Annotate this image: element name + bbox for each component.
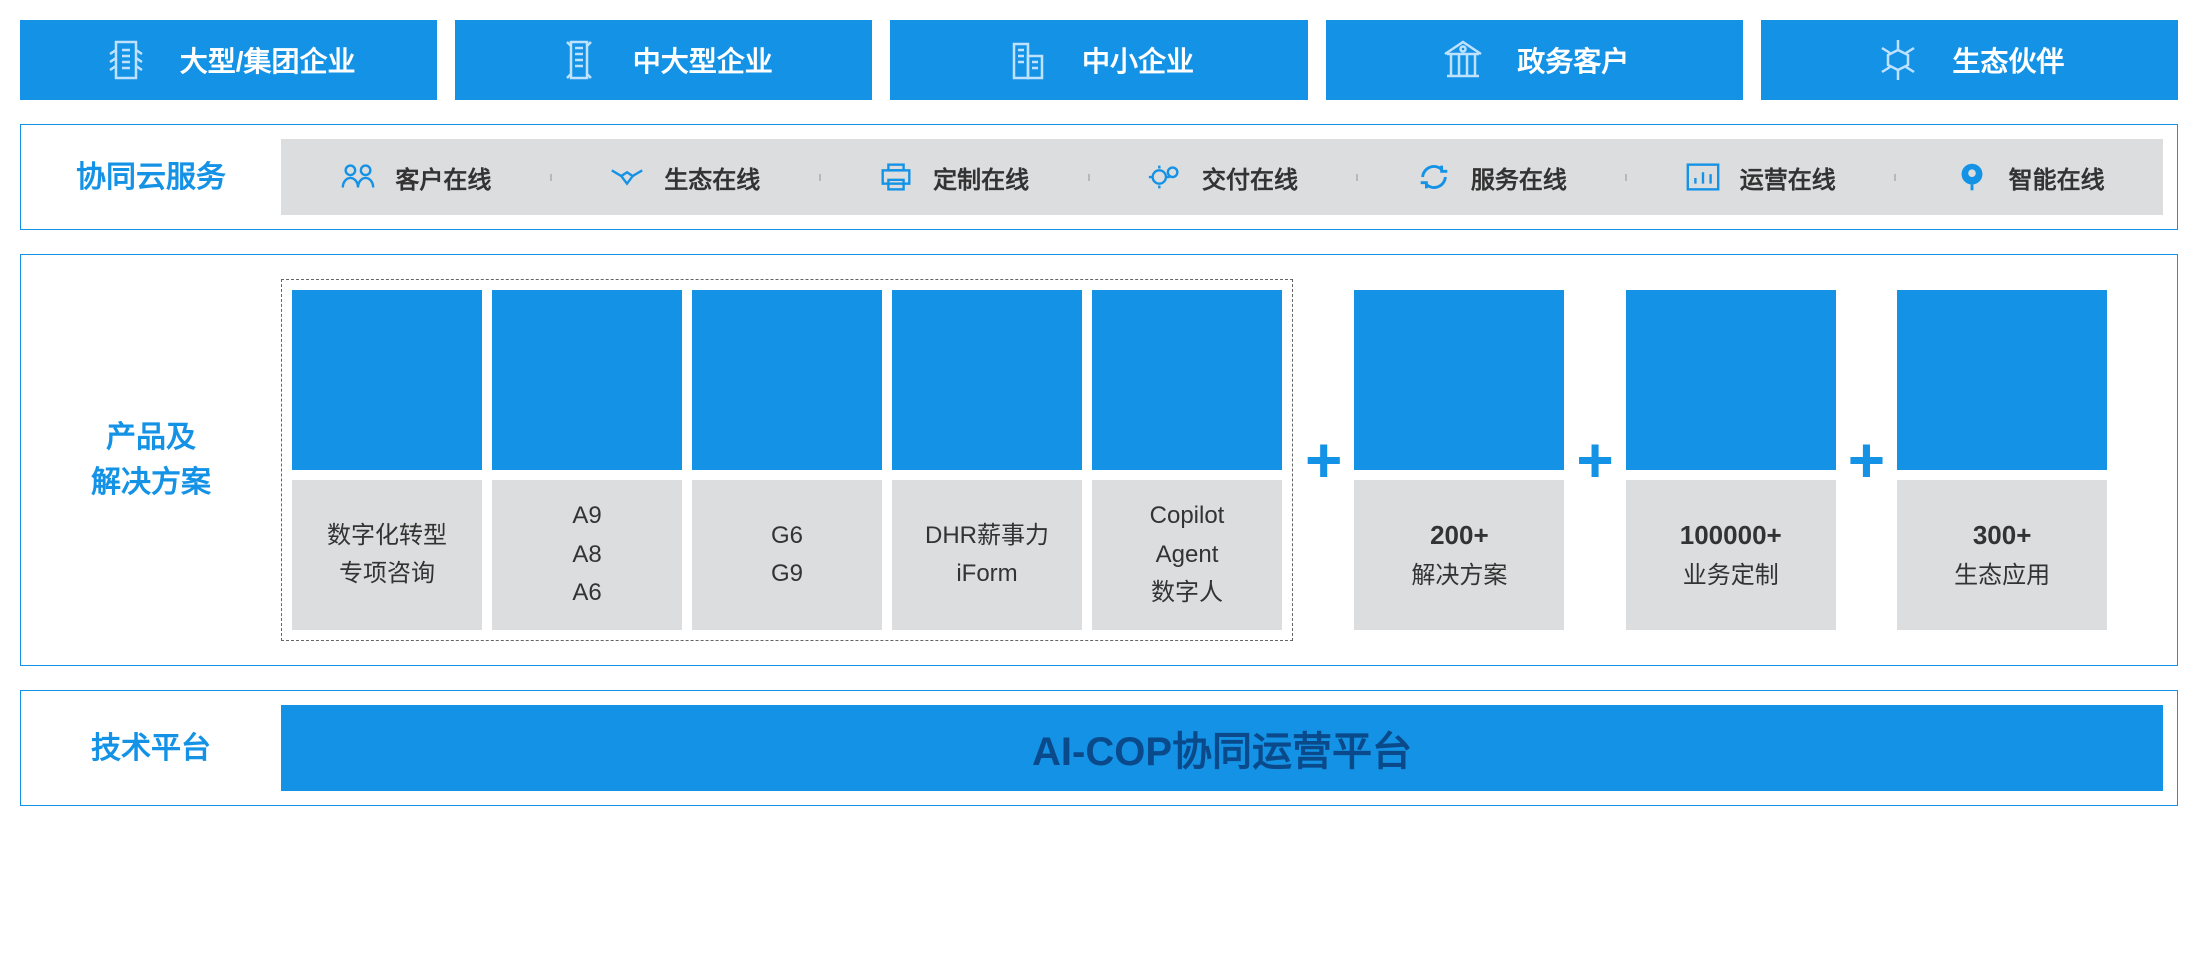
tab-ecosystem[interactable]: 生态伙伴 bbox=[1761, 20, 2178, 100]
extra-count: 100000+ bbox=[1680, 515, 1782, 557]
brain-icon bbox=[1953, 160, 1991, 194]
core-products-group: 数字化转型 专项咨询 A9 A8 A6 G6 G9 bbox=[281, 279, 1293, 641]
product-tile bbox=[1626, 290, 1836, 470]
product-tile bbox=[892, 290, 1082, 470]
building-med-icon bbox=[555, 36, 603, 84]
service-ecology[interactable]: 生态在线 bbox=[550, 160, 819, 195]
product-tile bbox=[292, 290, 482, 470]
tab-label: 中大型企业 bbox=[633, 40, 773, 80]
customer-tabs-row: 大型/集团企业 中大型企业 中小企业 bbox=[20, 20, 2178, 100]
product-col-copilot[interactable]: Copilot Agent 数字人 bbox=[1092, 290, 1282, 630]
building-group-icon bbox=[102, 36, 150, 84]
product-line: A8 bbox=[572, 536, 601, 574]
cycle-icon bbox=[1415, 160, 1453, 194]
service-label: 交付在线 bbox=[1202, 160, 1298, 195]
product-tile bbox=[1092, 290, 1282, 470]
product-line: DHR薪事力 bbox=[925, 517, 1049, 555]
tab-label: 生态伙伴 bbox=[1952, 40, 2064, 80]
product-line: G6 bbox=[771, 517, 803, 555]
service-label: 智能在线 bbox=[2009, 160, 2105, 195]
panel-label-products: 产品及 解决方案 bbox=[21, 255, 281, 665]
tab-medium-large[interactable]: 中大型企业 bbox=[455, 20, 872, 100]
tab-label: 中小企业 bbox=[1082, 40, 1194, 80]
product-tile bbox=[1897, 290, 2107, 470]
plus-icon: + bbox=[1293, 428, 1354, 492]
product-line: iForm bbox=[956, 555, 1017, 593]
extra-count: 200+ bbox=[1430, 515, 1489, 557]
chart-icon bbox=[1684, 160, 1722, 194]
product-col-g-series[interactable]: G6 G9 bbox=[692, 290, 882, 630]
product-col-consulting[interactable]: 数字化转型 专项咨询 bbox=[292, 290, 482, 630]
service-label: 服务在线 bbox=[1471, 160, 1567, 195]
building-small-icon bbox=[1004, 36, 1052, 84]
services-bar: 客户在线 生态在线 定制在线 bbox=[281, 139, 2163, 215]
government-icon bbox=[1439, 36, 1487, 84]
tab-government[interactable]: 政务客户 bbox=[1326, 20, 1743, 100]
extra-sub: 业务定制 bbox=[1683, 557, 1779, 595]
tab-large-group[interactable]: 大型/集团企业 bbox=[20, 20, 437, 100]
tech-platform-bar[interactable]: AI-COP协同运营平台 bbox=[281, 705, 2163, 791]
product-line: 数字化转型 bbox=[327, 517, 447, 555]
ecosystem-icon bbox=[1874, 36, 1922, 84]
tab-small-medium[interactable]: 中小企业 bbox=[890, 20, 1307, 100]
product-tile bbox=[692, 290, 882, 470]
panel-label-tech: 技术平台 bbox=[21, 691, 281, 805]
service-custom[interactable]: 定制在线 bbox=[819, 160, 1088, 195]
printer-icon bbox=[877, 160, 915, 194]
product-line: Copilot bbox=[1150, 497, 1225, 535]
tab-label: 大型/集团企业 bbox=[180, 40, 356, 80]
tech-platform-title: AI-COP协同运营平台 bbox=[1032, 719, 1412, 777]
plus-icon: + bbox=[1564, 428, 1625, 492]
service-label: 生态在线 bbox=[664, 160, 760, 195]
cloud-services-panel: 协同云服务 客户在线 生态在线 bbox=[20, 124, 2178, 230]
plus-icon: + bbox=[1836, 428, 1897, 492]
tab-label: 政务客户 bbox=[1517, 40, 1629, 80]
extra-solutions[interactable]: 200+ 解决方案 bbox=[1354, 290, 1564, 630]
product-line: A6 bbox=[572, 574, 601, 612]
products-panel: 产品及 解决方案 数字化转型 专项咨询 A9 A8 A6 bbox=[20, 254, 2178, 666]
service-label: 定制在线 bbox=[933, 160, 1029, 195]
service-operation[interactable]: 运营在线 bbox=[1625, 160, 1894, 195]
service-label: 运营在线 bbox=[1740, 160, 1836, 195]
customer-icon bbox=[339, 160, 377, 194]
panel-label-cloud: 协同云服务 bbox=[21, 125, 281, 229]
handshake-icon bbox=[608, 160, 646, 194]
product-line: Agent bbox=[1156, 536, 1219, 574]
gears-icon bbox=[1146, 160, 1184, 194]
product-col-a-series[interactable]: A9 A8 A6 bbox=[492, 290, 682, 630]
extra-count: 300+ bbox=[1973, 515, 2032, 557]
service-customer[interactable]: 客户在线 bbox=[281, 160, 550, 195]
product-line: G9 bbox=[771, 555, 803, 593]
extra-custom[interactable]: 100000+ 业务定制 bbox=[1626, 290, 1836, 630]
service-intelligence[interactable]: 智能在线 bbox=[1894, 160, 2163, 195]
service-delivery[interactable]: 交付在线 bbox=[1088, 160, 1357, 195]
extra-sub: 生态应用 bbox=[1954, 557, 2050, 595]
product-line: A9 bbox=[572, 497, 601, 535]
product-col-dhr[interactable]: DHR薪事力 iForm bbox=[892, 290, 1082, 630]
product-line: 专项咨询 bbox=[339, 555, 435, 593]
tech-platform-panel: 技术平台 AI-COP协同运营平台 bbox=[20, 690, 2178, 806]
product-line: 数字人 bbox=[1151, 574, 1223, 612]
service-label: 客户在线 bbox=[395, 160, 491, 195]
product-tile bbox=[1354, 290, 1564, 470]
service-service[interactable]: 服务在线 bbox=[1356, 160, 1625, 195]
extra-sub: 解决方案 bbox=[1411, 557, 1507, 595]
extra-apps[interactable]: 300+ 生态应用 bbox=[1897, 290, 2107, 630]
product-tile bbox=[492, 290, 682, 470]
